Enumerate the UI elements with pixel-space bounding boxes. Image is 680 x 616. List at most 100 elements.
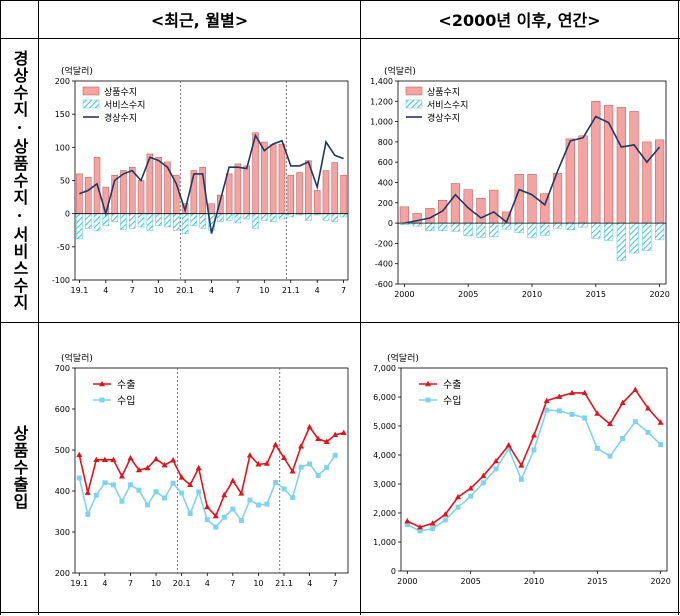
services-balance-bar <box>234 213 242 224</box>
export-marker <box>127 455 134 461</box>
import-marker <box>632 419 638 425</box>
goods-balance-bar <box>208 203 215 214</box>
goods-balance-bar <box>616 107 626 224</box>
goods-balance-bar <box>155 157 162 214</box>
services-balance-bar <box>173 213 180 231</box>
services-balance-bar <box>655 222 665 241</box>
import-marker <box>324 465 330 471</box>
services-balance-bar <box>181 213 189 234</box>
y-tick-label: -50 <box>57 243 70 252</box>
x-tick-label: 10 <box>259 286 269 295</box>
x-tick-label: 2010 <box>524 577 544 586</box>
export-marker <box>135 466 142 473</box>
export-marker <box>340 429 347 435</box>
x-tick-label: 7 <box>130 286 135 295</box>
services-balance-bar <box>252 213 259 229</box>
frame-top <box>0 0 680 1</box>
legend-services-swatch <box>82 99 100 109</box>
import-marker <box>204 517 210 523</box>
export-marker <box>221 491 228 498</box>
export-marker <box>442 511 449 517</box>
import-marker <box>119 498 125 504</box>
services-balance-bar <box>489 222 499 238</box>
goods-balance-bar <box>278 143 286 214</box>
x-tick-label: 21.1 <box>275 579 293 588</box>
services-balance-bar <box>552 222 563 229</box>
services-balance-bar <box>340 213 347 218</box>
x-tick-label: 4 <box>307 579 312 588</box>
x-tick-label: 2015 <box>586 290 606 299</box>
import-marker <box>238 518 244 524</box>
import-marker <box>506 446 512 452</box>
import-marker <box>213 524 219 530</box>
frame-row-divider <box>0 322 680 323</box>
export-marker <box>212 512 219 519</box>
import-marker <box>221 514 227 520</box>
export-marker <box>467 485 474 491</box>
x-tick-label: 21.1 <box>282 286 300 295</box>
services-balance-bar <box>501 222 512 230</box>
chart-trade-monthly: (억달러) 200 300 400 500 600 700 19.1 4 7 10 20.1 4 7 10 2… <box>55 352 349 588</box>
import-marker <box>556 408 562 414</box>
import-marker <box>162 495 168 501</box>
goods-balance-bar <box>578 135 588 224</box>
import-marker <box>290 495 296 501</box>
x-tick-label: 2020 <box>650 577 670 586</box>
export-marker <box>195 464 202 471</box>
goods-balance-bar <box>340 174 347 214</box>
services-balance-bar <box>128 213 136 229</box>
import-marker <box>332 452 338 458</box>
export-marker <box>281 454 288 460</box>
import-marker <box>179 490 185 496</box>
legend-current-label: 경상수지 <box>427 112 460 124</box>
legend-goods-label: 상품수지 <box>427 87 460 98</box>
x-tick-label: 20.1 <box>173 579 191 588</box>
services-balance-bar <box>527 222 537 238</box>
frame-right <box>678 0 679 615</box>
services-balance-bar <box>146 213 154 231</box>
import-marker <box>404 522 410 528</box>
import-marker <box>230 506 236 512</box>
y-tick-label: 300 <box>55 528 70 537</box>
services-balance-bar <box>642 222 652 251</box>
goods-balance-bar <box>642 141 652 224</box>
goods-balance-bar <box>565 138 575 224</box>
import-marker <box>136 487 142 493</box>
x-tick-label: 10 <box>253 579 263 588</box>
chart-balance-monthly: (억달러) -100 -50 0 50 100 150 200 19.1 4 7 10 20.1 4 7 10… <box>52 65 349 295</box>
legend-services-swatch <box>405 99 423 109</box>
goods-balance-bar <box>476 197 486 224</box>
export-marker <box>480 472 487 479</box>
export-marker <box>645 405 651 411</box>
export-line <box>406 388 662 529</box>
services-balance-bar <box>565 222 575 230</box>
export-marker <box>493 457 499 464</box>
legend-import-label: 수입 <box>443 394 461 407</box>
import-marker <box>315 472 321 478</box>
legend-import-marker <box>99 397 105 403</box>
x-tick-label: 2005 <box>460 577 480 586</box>
y-tick-label: 100 <box>55 143 70 152</box>
goods-balance-bar <box>269 144 277 214</box>
y-tick-label: -400 <box>375 260 393 269</box>
y-tick-label: 700 <box>55 364 70 373</box>
goods-balance-bar <box>287 174 295 214</box>
legend-goods-swatch <box>82 86 100 96</box>
services-balance-bar <box>278 213 286 220</box>
services-balance-bar <box>463 222 473 237</box>
export-marker <box>187 481 194 488</box>
export-marker <box>204 503 211 510</box>
export-marker <box>607 420 613 427</box>
services-balance-bar <box>261 213 268 221</box>
export-marker <box>404 517 411 524</box>
import-marker <box>594 445 600 451</box>
export-marker <box>298 443 305 449</box>
export-marker <box>531 432 537 438</box>
goods-balance-bar <box>234 163 242 214</box>
services-balance-bar <box>322 213 330 221</box>
export-marker <box>76 451 83 458</box>
y-tick-label: 0 <box>65 210 70 219</box>
legend-export-label: 수출 <box>117 379 135 391</box>
y-tick-label: 400 <box>378 179 393 188</box>
x-tick-label: 20.1 <box>176 286 194 295</box>
